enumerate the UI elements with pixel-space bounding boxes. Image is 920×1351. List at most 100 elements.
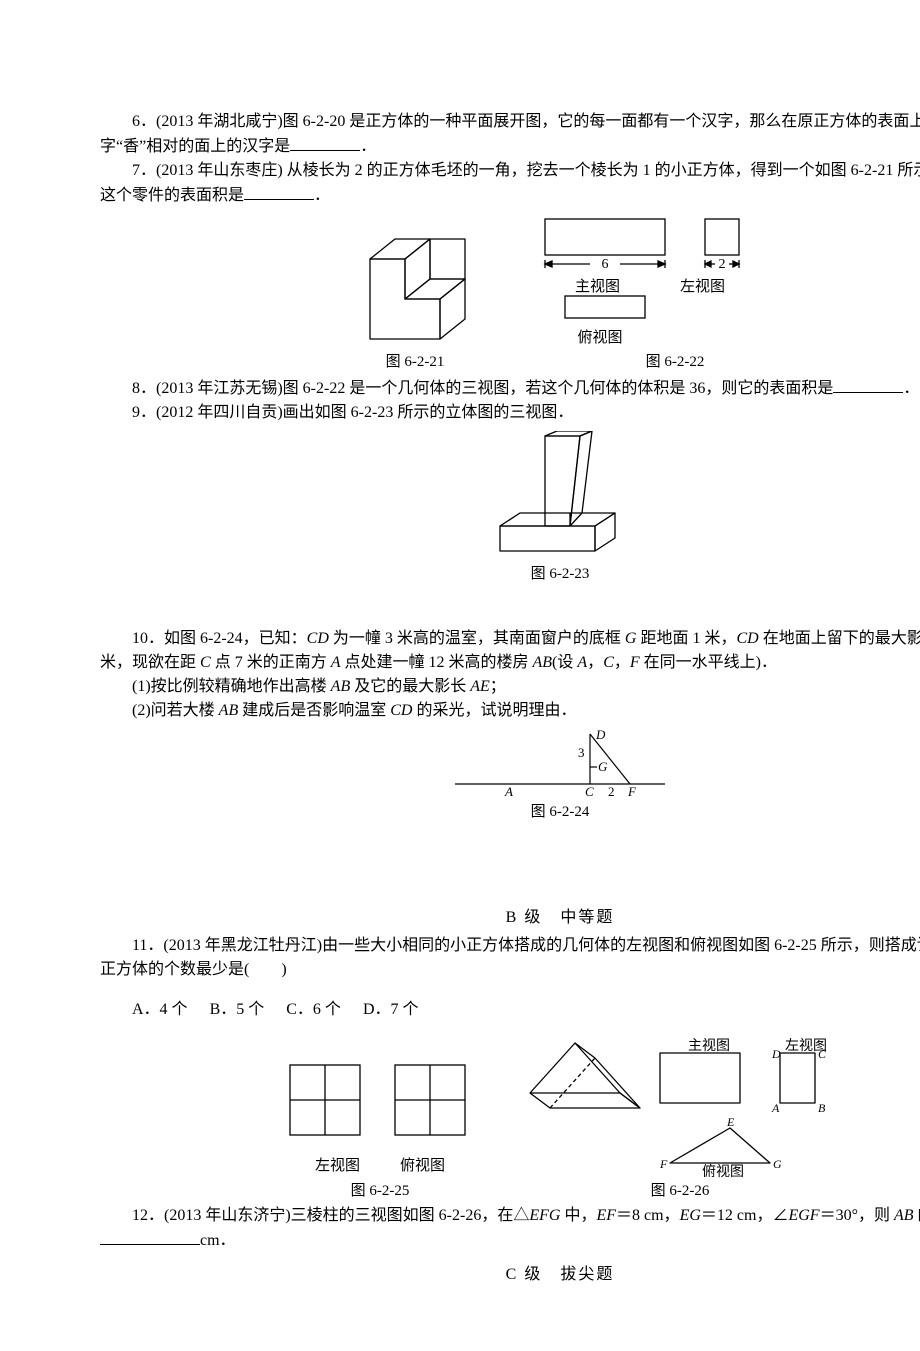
q12-t12: cm．	[200, 1232, 236, 1249]
figure-6-2-22: 6 2 主视图 左视图 俯视图 图 6-2-22	[540, 214, 770, 374]
q12-t7: ＝12 cm，∠	[701, 1207, 789, 1224]
q8-suffix: ．	[903, 380, 919, 397]
fig26-top: 俯视图	[702, 1164, 744, 1178]
q11-text: 11．(2013 年黑龙江牡丹江)由一些大小相同的小正方体搭成的几何体的左视图和…	[100, 937, 920, 978]
q10-p2e: 的采光，试说明理由．	[412, 702, 576, 719]
q12-t9: ＝30°，则	[820, 1207, 894, 1224]
fig24-F: F	[627, 784, 637, 799]
fig22-front-label: 主视图	[575, 276, 620, 299]
q10-l1e: 距地面 1 米，	[636, 630, 736, 647]
fig25-top-label: 俯视图	[400, 1155, 445, 1178]
q10-p1c: 及它的最大影长	[350, 678, 470, 695]
q10-i9: C	[603, 654, 614, 671]
q10-l1c: 为一幢 3 米高的温室，其南面窗户的底框	[329, 630, 625, 647]
fig26-B: B	[818, 1101, 826, 1115]
fig24-label: 图 6-2-24	[531, 801, 590, 824]
q10-i8: A	[577, 654, 587, 671]
question-10-line1: 10．如图 6-2-24，已知：CD 为一幢 3 米高的温室，其南面窗户的底框 …	[100, 627, 920, 675]
question-6: 6．(2013 年湖北咸宁)图 6-2-20 是正方体的一种平面展开图，它的每一…	[100, 110, 920, 159]
fig22-top-label: 俯视图	[577, 327, 622, 350]
figure-row-25-26: 左视图 俯视图 图 6-2-25 主视图 左视图	[100, 1038, 920, 1203]
fig23-svg	[485, 431, 635, 561]
q12-t3: 中，	[560, 1207, 596, 1224]
fig22-label: 图 6-2-22	[646, 351, 705, 374]
q10-p2b: AB	[219, 702, 239, 719]
figure-6-2-24: D 3 G A C 2 F 图 6-2-24	[450, 729, 670, 824]
fig24-2: 2	[608, 784, 615, 799]
figure-6-2-25: 左视图 俯视图 图 6-2-25	[280, 1055, 480, 1202]
q10-i7: AB	[533, 654, 553, 671]
section-b-title: B 级 中等题	[100, 906, 920, 930]
q10-p1e: ；	[490, 678, 506, 695]
q11-opt-c[interactable]: C．6 个	[286, 1001, 341, 1018]
q12-t2: EFG	[529, 1207, 560, 1224]
q10-l1: 10．如图 6-2-24，已知：	[132, 630, 307, 647]
figure-row-24: D 3 G A C 2 F 图 6-2-24	[100, 729, 920, 824]
figure-6-2-21: 图 6-2-21	[350, 229, 480, 374]
q6-text: 6．(2013 年湖北咸宁)图 6-2-20 是正方体的一种平面展开图，它的每一…	[100, 113, 920, 155]
q8-blank[interactable]	[833, 376, 903, 393]
question-8: 8．(2013 年江苏无锡)图 6-2-22 是一个几何体的三视图，若这个几何体…	[100, 376, 920, 401]
fig25-svg	[280, 1055, 480, 1155]
fig21-svg	[350, 229, 480, 349]
fig24-A: A	[504, 784, 513, 799]
q7-text: 7．(2013 年山东枣庄) 从棱长为 2 的正方体毛坯的一角，挖去一个棱长为 …	[100, 162, 920, 204]
q11-opt-d[interactable]: D．7 个	[363, 1001, 419, 1018]
figure-row-21-22: 图 6-2-21 6	[100, 214, 920, 374]
q10-i10: F	[630, 654, 640, 671]
q12-blank[interactable]	[100, 1228, 200, 1245]
figure-row-23: 图 6-2-23	[100, 431, 920, 586]
q10-l2k: ，	[587, 654, 603, 671]
question-11: 11．(2013 年黑龙江牡丹江)由一些大小相同的小正方体搭成的几何体的左视图和…	[100, 934, 920, 982]
q10-i1: CD	[307, 630, 329, 647]
q9-text: 9．(2012 年四川自贡)画出如图 6-2-23 所示的立体图的三视图．	[132, 404, 573, 421]
fig26-label: 图 6-2-26	[651, 1180, 710, 1203]
fig24-svg: D 3 G A C 2 F	[450, 729, 670, 799]
fig21-label: 图 6-2-21	[386, 351, 445, 374]
q12-t6: EG	[680, 1207, 701, 1224]
q10-p2d: CD	[390, 702, 412, 719]
fig26-front: 主视图	[688, 1038, 730, 1054]
fig26-A: A	[771, 1101, 780, 1115]
q10-l2m: ，	[614, 654, 630, 671]
q12-t10: AB	[894, 1207, 914, 1224]
q12-t4: EF	[596, 1207, 616, 1224]
q10-l2a: 在地面上留下的最大影长	[763, 630, 920, 647]
question-12: 12．(2013 年山东济宁)三棱柱的三视图如图 6-2-26，在△EFG 中，…	[100, 1204, 920, 1253]
q8-text: 8．(2013 年江苏无锡)图 6-2-22 是一个几何体的三视图，若这个几何体…	[132, 380, 833, 397]
fig26-svg: 主视图 左视图 D C A B E F G 俯视图	[520, 1038, 840, 1178]
fig26-G: G	[773, 1157, 782, 1171]
fig24-3: 3	[578, 745, 585, 760]
fig22-svg: 6 2	[540, 214, 770, 324]
q7-blank[interactable]	[244, 183, 314, 200]
q12-t11: 的长为	[914, 1207, 920, 1224]
q10-p1a: (1)按比例较精确地作出高楼	[132, 678, 331, 695]
q11-opt-b[interactable]: B．5 个	[210, 1001, 265, 1018]
q10-p1b: AB	[331, 678, 351, 695]
fig22-dim6: 6	[602, 257, 609, 272]
q7-suffix: ．	[314, 187, 330, 204]
q12-t5: ＝8 cm，	[616, 1207, 680, 1224]
question-11-options: A．4 个 B．5 个 C．6 个 D．7 个	[100, 998, 920, 1022]
section-c-title: C 级 拔尖题	[100, 1263, 920, 1287]
q12-t1: 12．(2013 年山东济宁)三棱柱的三视图如图 6-2-26，在△	[132, 1207, 529, 1224]
fig26-E: E	[726, 1115, 735, 1129]
fig24-D: D	[595, 729, 606, 742]
q6-suffix: ．	[360, 138, 376, 155]
q10-i5: C	[200, 654, 211, 671]
question-7: 7．(2013 年山东枣庄) 从棱长为 2 的正方体毛坯的一角，挖去一个棱长为 …	[100, 159, 920, 208]
figure-6-2-23: 图 6-2-23	[485, 431, 635, 586]
spacer-1	[100, 587, 920, 627]
question-10-part1: (1)按比例较精确地作出高楼 AB 及它的最大影长 AE；	[100, 675, 920, 699]
q10-p2a: (2)问若大楼	[132, 702, 219, 719]
fig22-left-label: 左视图	[680, 276, 725, 299]
spacer-2	[100, 826, 920, 896]
q11-opt-a[interactable]: A．4 个	[132, 1001, 188, 1018]
fig25-left-label: 左视图	[315, 1155, 360, 1178]
q10-l2o: 在同一水平线上)．	[640, 654, 777, 671]
q10-p1d: AE	[470, 678, 490, 695]
figure-6-2-26: 主视图 左视图 D C A B E F G 俯视图 图 6-2-26	[520, 1038, 840, 1203]
q10-l2e: 点 7 米的正南方	[211, 654, 331, 671]
q6-blank[interactable]	[290, 134, 360, 151]
q10-p2c: 建成后是否影响温室	[238, 702, 390, 719]
